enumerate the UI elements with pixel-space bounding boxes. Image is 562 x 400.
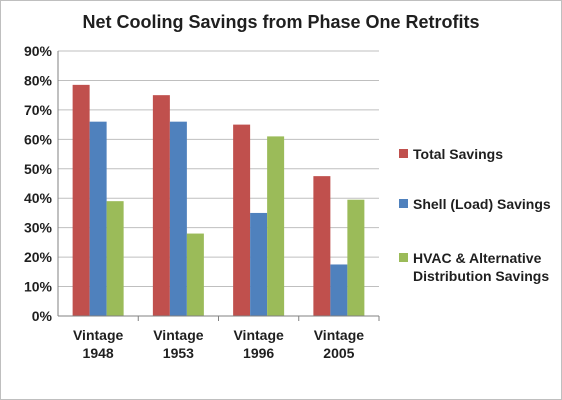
legend-label: Distribution Savings (413, 268, 549, 284)
y-tick-label: 0% (32, 308, 53, 324)
bar (186, 233, 204, 316)
y-tick-label: 30% (24, 220, 53, 236)
bar (89, 121, 107, 317)
bar (72, 84, 90, 316)
y-tick-label: 40% (24, 190, 53, 206)
x-tick-label: Vintage (314, 327, 365, 343)
bar (267, 136, 285, 316)
bar (233, 124, 251, 316)
x-tick-label: Vintage (73, 327, 124, 343)
legend-swatch (399, 253, 408, 262)
x-tick-label: Vintage (153, 327, 204, 343)
y-tick-label: 10% (24, 279, 53, 295)
x-tick-label: 1948 (83, 345, 114, 361)
y-tick-label: 60% (24, 131, 53, 147)
bar (152, 95, 170, 317)
x-tick-label: 1953 (163, 345, 194, 361)
bar (169, 121, 187, 317)
y-tick-label: 80% (24, 72, 53, 88)
bar (250, 212, 268, 316)
bar (313, 176, 331, 316)
legend-swatch (399, 199, 408, 208)
legend-swatch (399, 149, 408, 158)
x-tick-label: Vintage (233, 327, 284, 343)
chart-title: Net Cooling Savings from Phase One Retro… (82, 12, 479, 32)
x-tick-label: 2005 (323, 345, 354, 361)
y-tick-label: 20% (24, 249, 53, 265)
bar (330, 264, 348, 316)
bar (106, 201, 124, 316)
y-tick-label: 50% (24, 161, 53, 177)
x-tick-label: 1996 (243, 345, 274, 361)
legend-label: Total Savings (413, 146, 503, 162)
y-tick-label: 90% (24, 43, 53, 59)
y-tick-label: 70% (24, 102, 53, 118)
bar (347, 199, 365, 316)
legend-label: Shell (Load) Savings (413, 196, 551, 212)
legend-label: HVAC & Alternative (413, 250, 542, 266)
